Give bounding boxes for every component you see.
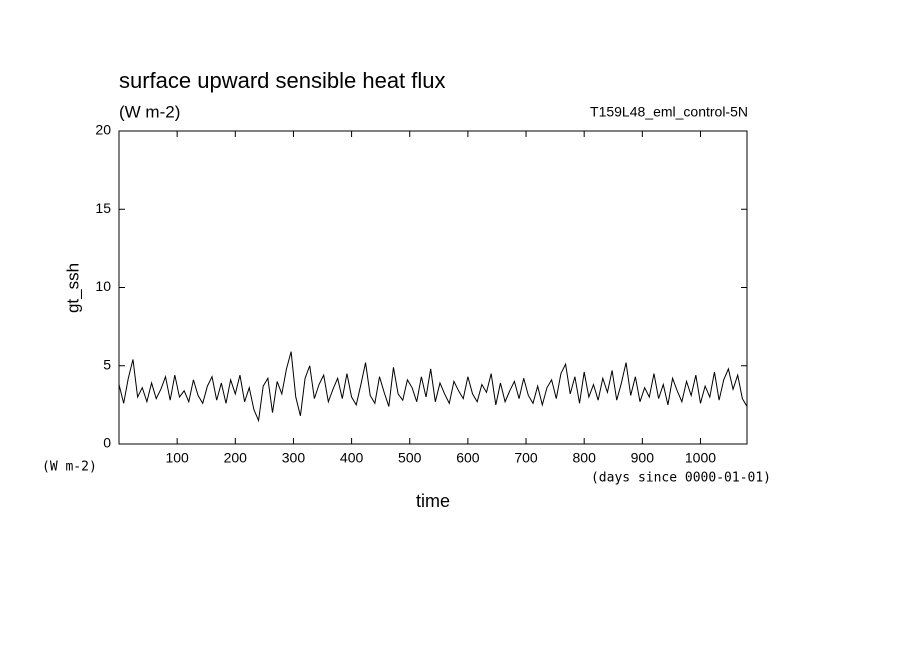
x-tick-label: 600 [456,450,480,466]
chart-subtitle: (W m-2) [119,102,180,121]
y-tick-label: 20 [95,122,111,138]
y-tick-label: 10 [95,278,111,294]
x-tick-label: 500 [398,450,422,466]
x-tick-label: 300 [282,450,306,466]
y-axis-label: gt_ssh [63,263,82,313]
x-tick-label: 200 [224,450,248,466]
x-tick-label: 800 [573,450,597,466]
annotation: T159L48_eml_control-5N [590,104,748,120]
x-tick-label: 700 [514,450,538,466]
y-tick-label: 0 [103,435,111,451]
chart-title: surface upward sensible heat flux [119,68,446,93]
x-axis-label: time [416,491,450,511]
x-units: (days since 0000-01-01) [591,471,771,486]
x-tick-label: 400 [340,450,364,466]
y-units: (W m-2) [42,460,97,475]
x-tick-label: 100 [165,450,189,466]
x-tick-label: 900 [631,450,655,466]
data-line [118,351,748,423]
plot-frame [118,130,748,445]
y-tick-label: 5 [103,356,111,372]
x-tick-label: 1000 [685,450,716,466]
y-tick-label: 15 [95,200,111,216]
